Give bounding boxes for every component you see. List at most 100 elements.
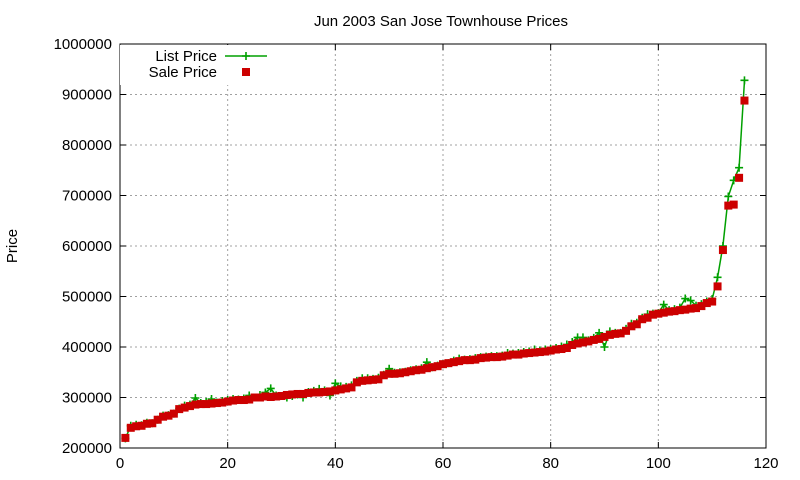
y-axis-label: Price: [4, 229, 21, 263]
sale-price-point: [288, 390, 297, 399]
sale-price-point: [681, 305, 690, 314]
sale-price-point: [132, 422, 141, 431]
sale-price-point: [277, 391, 286, 400]
sale-price-point: [632, 320, 641, 329]
x-tick-label: 80: [542, 455, 559, 472]
sale-price-point: [159, 412, 168, 421]
y-tick-label: 700000: [62, 188, 112, 205]
sale-price-point: [169, 409, 178, 418]
sale-price-point: [573, 339, 582, 348]
sale-price-point: [471, 355, 480, 364]
sale-price-point: [390, 369, 399, 378]
sale-price-point: [185, 402, 194, 411]
sale-price-point: [299, 389, 308, 398]
list-price-point: [681, 294, 690, 303]
sale-price-point: [239, 396, 248, 405]
sale-price-point: [379, 371, 388, 380]
sale-price-point: [713, 282, 722, 291]
legend-label-sale-price: Sale Price: [149, 64, 217, 81]
sale-price-point: [164, 411, 173, 420]
sale-price-point: [148, 419, 157, 428]
legend-label-list-price: List Price: [155, 48, 217, 65]
sale-price-point: [422, 364, 431, 373]
sale-price-point: [401, 368, 410, 377]
y-tick-label: 400000: [62, 339, 112, 356]
sale-price-point: [395, 369, 404, 378]
sale-price-point: [245, 395, 254, 404]
sale-price-point: [385, 369, 394, 378]
sale-price-point: [503, 351, 512, 360]
sale-price-point: [708, 297, 717, 306]
sale-price-point: [740, 96, 749, 105]
list-price-point: [266, 384, 275, 393]
sale-price-point: [255, 393, 264, 402]
sale-price-point: [638, 315, 647, 324]
sale-price-point: [363, 376, 372, 385]
sale-price-point: [352, 378, 361, 387]
sale-price-point: [406, 367, 415, 376]
y-tick-label: 500000: [62, 289, 112, 306]
sale-price-point: [482, 353, 491, 362]
list-price-point: [713, 273, 722, 282]
sale-price-point: [476, 354, 485, 363]
sale-price-point: [126, 423, 135, 432]
sale-price-point: [137, 421, 146, 430]
sale-price-point: [428, 363, 437, 372]
sale-price-point: [439, 360, 447, 369]
sale-price-point: [605, 330, 614, 339]
x-tick-label: 120: [753, 455, 778, 472]
sale-price-point: [670, 307, 679, 316]
sale-price-point: [578, 338, 587, 347]
sale-price-point: [643, 313, 652, 322]
sale-price-point: [315, 388, 324, 397]
sale-price-point: [692, 304, 701, 313]
sale-price-point: [525, 349, 534, 358]
x-tick-label: 20: [219, 455, 236, 472]
sale-price-point: [541, 347, 550, 356]
sale-price-point: [234, 396, 243, 405]
x-tick-label: 60: [435, 455, 452, 472]
legend-swatch-sale-marker: [242, 68, 250, 76]
sale-price-point: [336, 385, 345, 394]
sale-price-point: [223, 397, 232, 406]
sale-price-point: [282, 390, 291, 399]
sale-price-point: [412, 366, 421, 375]
sale-price-point: [622, 326, 631, 335]
series-0: [121, 76, 749, 443]
sale-price-point: [702, 299, 711, 308]
list-price-point: [686, 296, 695, 305]
sale-price-point: [212, 399, 221, 408]
sale-price-point: [342, 384, 351, 393]
y-tick-label: 1000000: [54, 36, 112, 53]
sale-price-point: [218, 398, 227, 407]
sale-price-point: [358, 376, 367, 385]
list-price-point: [331, 379, 340, 388]
legend-background: [120, 45, 280, 85]
sale-price-point: [250, 393, 259, 402]
list-price-point: [740, 76, 749, 85]
sale-price-point: [729, 200, 738, 209]
sale-price-point: [568, 340, 577, 349]
sale-price-point: [433, 362, 442, 371]
sale-price-point: [272, 392, 281, 401]
list-price-point: [735, 163, 744, 172]
x-tick-label: 40: [327, 455, 344, 472]
sale-price-point: [718, 246, 727, 255]
sale-price-point: [552, 345, 561, 354]
y-tick-label: 600000: [62, 238, 112, 255]
sale-price-point: [675, 306, 684, 315]
sale-price-point: [735, 173, 744, 182]
sale-price-point: [648, 310, 657, 319]
sale-price-point: [487, 353, 496, 362]
sale-price-point: [519, 349, 528, 358]
sale-price-point: [724, 201, 733, 210]
y-tick-label: 800000: [62, 137, 112, 154]
sale-price-point: [142, 419, 151, 428]
sale-price-point: [444, 359, 453, 368]
sale-price-point: [417, 365, 426, 374]
sale-price-point: [492, 353, 501, 362]
sale-price-point: [600, 332, 609, 341]
y-tick-label: 900000: [62, 87, 112, 104]
sale-price-point: [121, 433, 130, 442]
sale-price-point: [562, 344, 571, 353]
